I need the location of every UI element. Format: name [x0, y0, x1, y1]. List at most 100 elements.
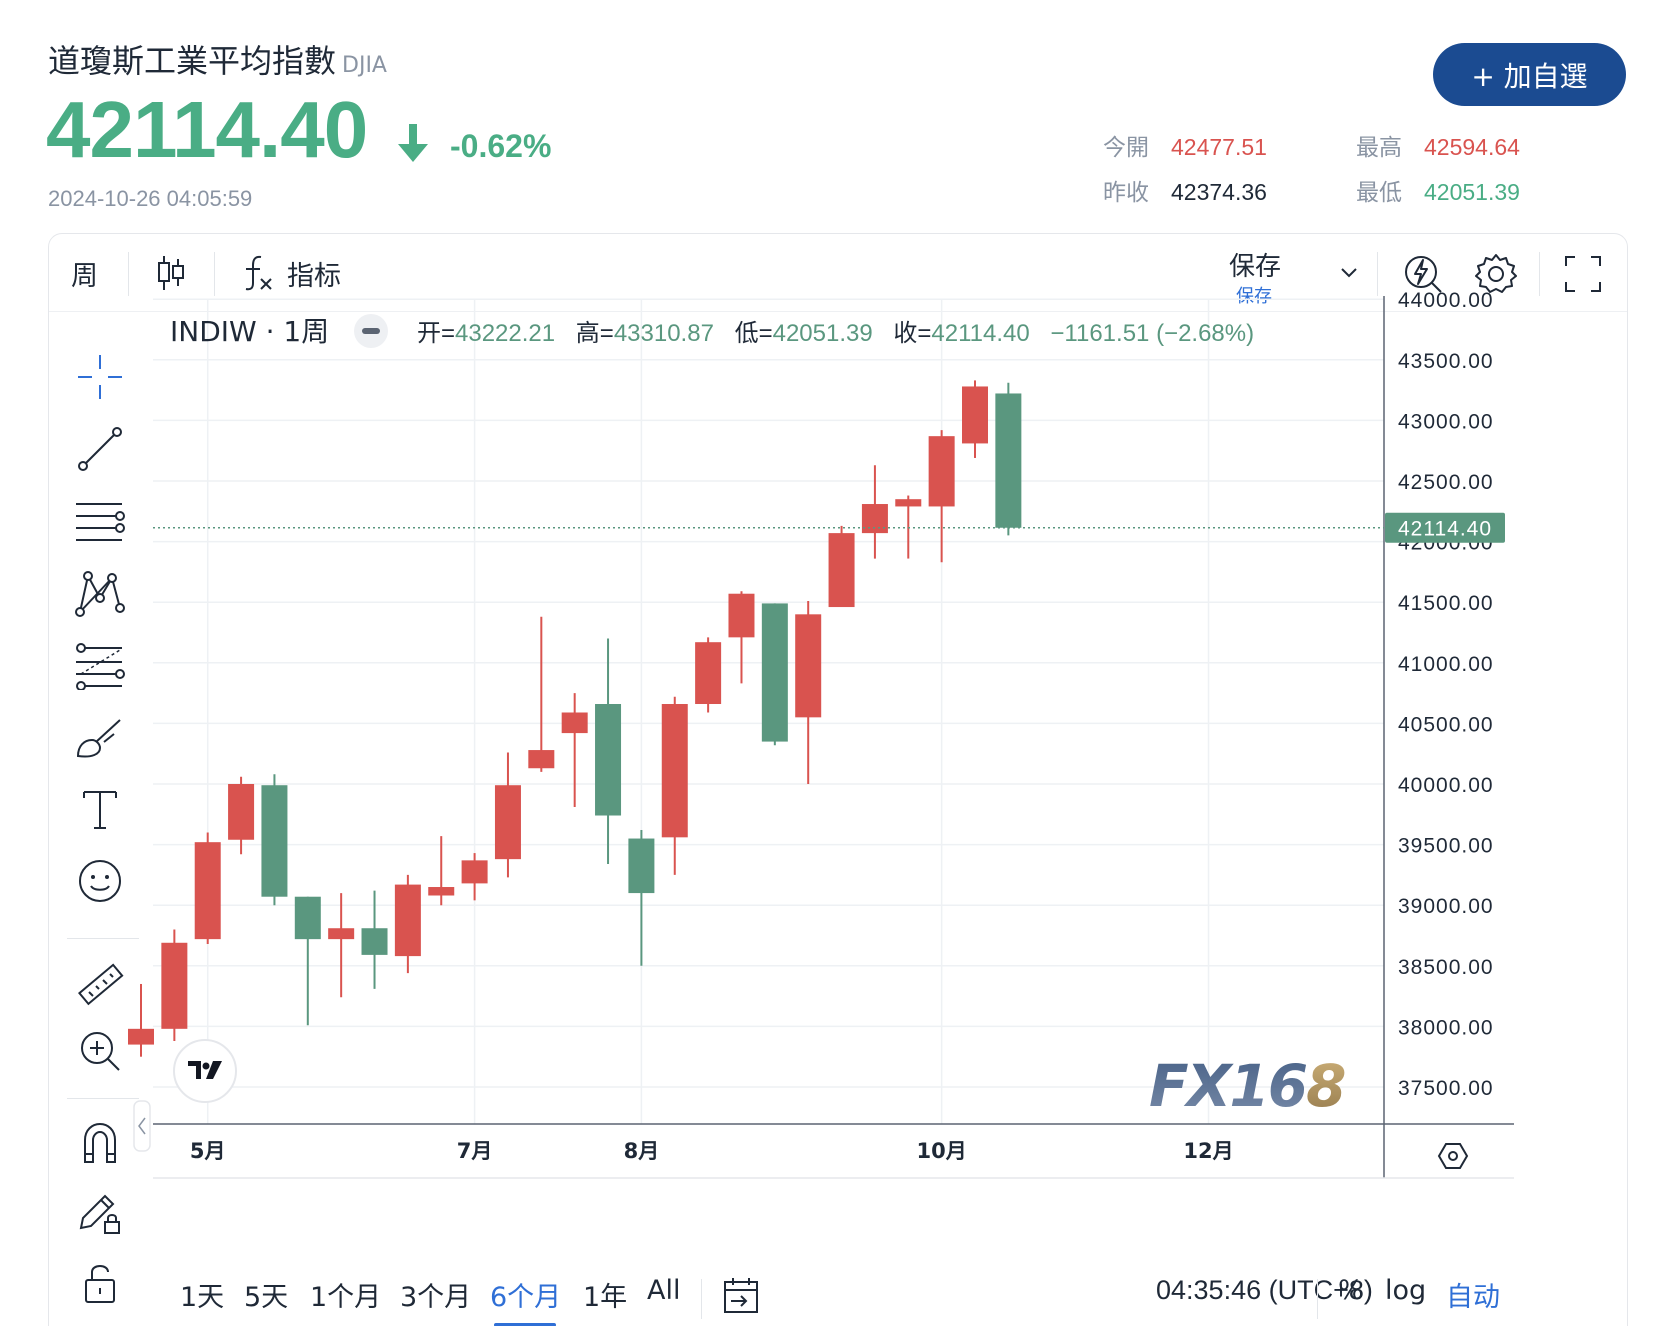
fullscreen-icon[interactable] [1563, 254, 1603, 294]
candle[interactable] [828, 525, 855, 608]
candlestick-chart[interactable]: 37500.00 38000.00 38500.00 39000.00 39500.00… [49, 234, 1629, 1257]
range-button[interactable]: 5天 [244, 1282, 289, 1313]
chart-clock[interactable]: 04:35:46 (UTC+8) [1156, 1275, 1373, 1305]
stat-low: 最低 42051.39 [1356, 173, 1520, 207]
horizontal-lines-tool[interactable] [71, 492, 129, 550]
tradingview-logo[interactable] [173, 1039, 237, 1103]
candle[interactable] [528, 616, 555, 772]
watermark-text-main: FX16 [1149, 1052, 1307, 1120]
percent-scale-button[interactable]: % [1338, 1275, 1364, 1306]
lock-drawing-tool[interactable] [71, 1184, 129, 1242]
pencil-lock-icon [79, 1194, 120, 1234]
candle[interactable] [228, 776, 255, 855]
zoom-in-icon [81, 1032, 120, 1071]
log-scale-button[interactable]: log [1385, 1275, 1427, 1306]
candle-body [595, 704, 622, 816]
chevron-down-icon[interactable] [1339, 266, 1359, 280]
candle[interactable] [962, 380, 988, 458]
brush-tool[interactable] [71, 708, 129, 766]
axis-settings-icon[interactable] [1437, 1143, 1469, 1169]
gear-icon[interactable] [1474, 252, 1518, 296]
brush-icon [76, 719, 121, 758]
candle-body [528, 750, 555, 769]
candle-body [962, 386, 988, 444]
unlock-icon [85, 1265, 115, 1303]
stat-prev-close-value: 42374.36 [1171, 179, 1267, 205]
price-tick-label: 39000.00 [1398, 895, 1494, 918]
price-tick-label: 39500.00 [1398, 835, 1494, 858]
candle[interactable] [861, 465, 888, 559]
text-tool[interactable] [71, 780, 129, 838]
magnet-tool[interactable] [71, 1114, 129, 1172]
candle-body [361, 928, 388, 955]
time-tick-label: 10月 [917, 1139, 967, 1163]
instrument-name: 道瓊斯工業平均指數 [48, 42, 337, 80]
interval-selector[interactable]: 周 [71, 260, 98, 292]
candle[interactable] [361, 890, 388, 989]
candle[interactable] [661, 696, 688, 875]
candle[interactable] [294, 896, 321, 1026]
candle-body [695, 642, 722, 705]
instrument-title: 道瓊斯工業平均指數 DJIA [48, 36, 387, 82]
candle-body [394, 884, 421, 957]
candle[interactable] [595, 638, 622, 864]
candle-body [294, 896, 321, 940]
time-axis: 5月 7月 8月 10月 12月 [190, 1139, 1234, 1163]
stat-high: 最高 42594.64 [1356, 128, 1520, 162]
emoji-tool[interactable] [71, 852, 129, 910]
save-label: 保存 [1229, 252, 1282, 282]
smiley-icon [79, 860, 121, 902]
candle-body [928, 436, 955, 507]
candle[interactable] [795, 600, 822, 784]
candle[interactable] [261, 774, 288, 906]
candle-body [628, 838, 655, 894]
crosshair-tool[interactable] [71, 348, 129, 406]
trend-line-tool[interactable] [71, 420, 129, 478]
chart-type-button[interactable] [155, 234, 187, 312]
toolbar-collapse-handle[interactable] [133, 1100, 151, 1152]
range-button[interactable]: 1个月 [310, 1282, 382, 1313]
fib-tool[interactable] [71, 636, 129, 694]
chart-widget: 周 指标 保存 保存 [48, 233, 1628, 1326]
pattern-tool[interactable] [71, 564, 129, 622]
candle[interactable] [728, 591, 755, 684]
candle[interactable] [461, 853, 488, 901]
candle[interactable] [561, 693, 588, 808]
range-button[interactable]: All [647, 1275, 681, 1306]
last-price-line: 42114.40 [153, 512, 1505, 543]
drawing-toolbar [49, 312, 155, 1326]
candle[interactable] [328, 893, 355, 998]
candle[interactable] [761, 603, 788, 746]
price-tick-label: 38000.00 [1398, 1016, 1494, 1039]
candle[interactable] [928, 430, 955, 563]
auto-scale-button[interactable]: 自动 [1446, 1282, 1500, 1313]
indicators-button[interactable]: 指标 [241, 234, 341, 312]
candle[interactable] [394, 874, 421, 974]
range-button[interactable]: 3个月 [400, 1282, 472, 1313]
candle[interactable] [494, 752, 521, 878]
range-button[interactable]: 6个月 [490, 1282, 562, 1313]
parallel-lines-icon [76, 503, 125, 541]
measure-tool[interactable] [71, 956, 129, 1014]
range-button[interactable]: 1天 [180, 1282, 225, 1313]
candle[interactable] [995, 382, 1022, 536]
legend-collapse-button[interactable] [354, 314, 388, 348]
goto-date-icon[interactable] [721, 1275, 761, 1315]
replay-icon[interactable] [1401, 250, 1447, 296]
candle[interactable] [628, 830, 655, 966]
candle-body [828, 533, 855, 608]
add-watchlist-button[interactable]: + 加自選 [1433, 43, 1626, 106]
candle-body [128, 1028, 154, 1045]
candle[interactable] [428, 836, 455, 906]
minus-icon [362, 328, 380, 334]
stat-low-value: 42051.39 [1424, 179, 1520, 205]
candle[interactable] [695, 637, 722, 713]
lock-all-tool[interactable] [71, 1254, 129, 1312]
fibonacci-icon [76, 643, 125, 690]
candle[interactable] [161, 929, 188, 1041]
range-button[interactable]: 1年 [583, 1282, 628, 1313]
zoom-tool[interactable] [71, 1022, 129, 1080]
candle[interactable] [128, 983, 154, 1057]
candle[interactable] [194, 832, 221, 944]
legend-high: 43310.87 [614, 320, 714, 347]
